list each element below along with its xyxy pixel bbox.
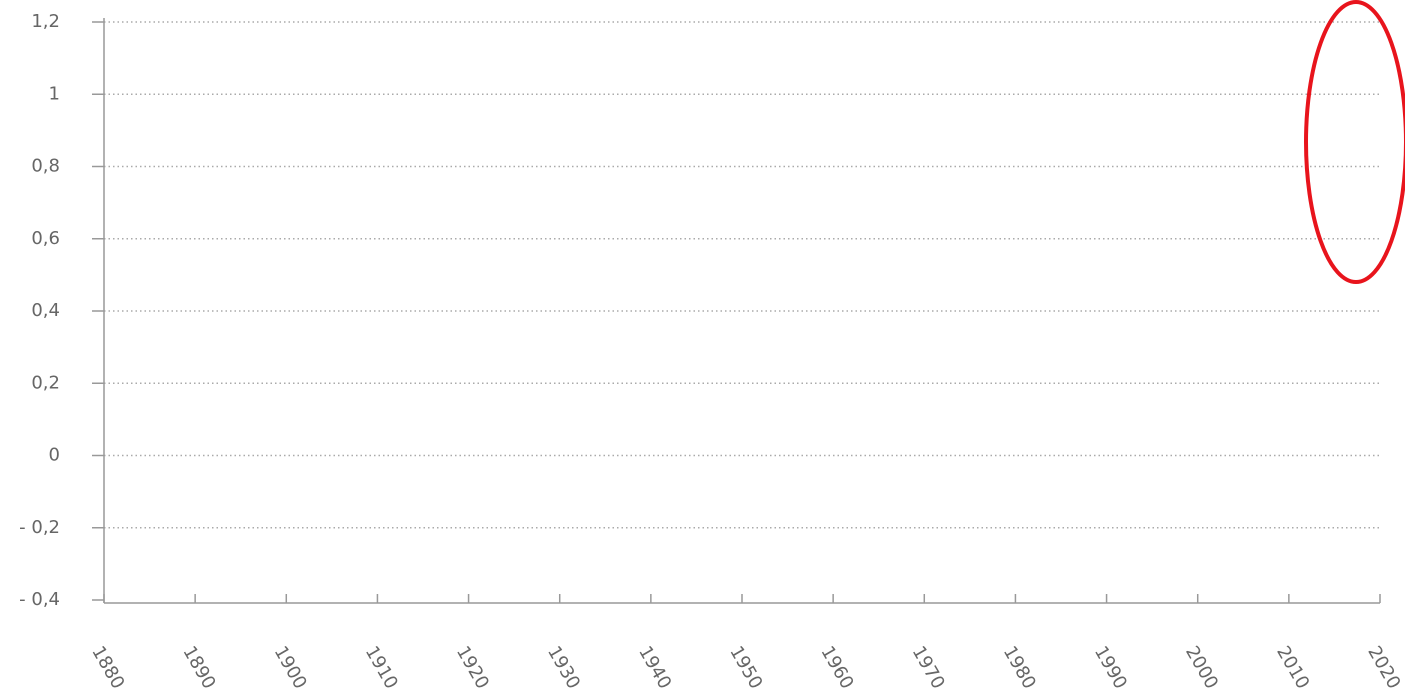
y-tick-label: 0 <box>49 445 60 466</box>
y-tick-label: 0,6 <box>31 228 60 249</box>
y-tick-label: - 0,4 <box>19 589 60 610</box>
y-tick-label: 0,4 <box>31 300 60 321</box>
x-tick-label: 1950 <box>725 643 766 693</box>
x-tick-label: 1990 <box>1090 643 1131 693</box>
x-tick-label: 1970 <box>908 643 949 693</box>
y-tick-label: 1,2 <box>31 11 60 32</box>
x-tick-label: 2010 <box>1272 643 1313 693</box>
y-tick-label: 0,8 <box>31 156 60 177</box>
x-tick-label: 2000 <box>1181 643 1222 693</box>
x-tick-label: 1900 <box>270 643 311 693</box>
y-tick-label: - 0,2 <box>19 517 60 538</box>
x-tick-label: 1980 <box>999 643 1040 693</box>
x-tick-label: 1920 <box>452 643 493 693</box>
x-tick-label: 1880 <box>87 643 128 693</box>
x-tick-label: 2020 <box>1363 643 1404 693</box>
highlight-ellipse <box>1304 0 1405 284</box>
y-tick-label: 0,2 <box>31 372 60 393</box>
x-tick-label: 1960 <box>816 643 857 693</box>
x-tick-label: 1890 <box>178 643 219 693</box>
x-tick-label: 1940 <box>634 643 675 693</box>
x-tick-label: 1930 <box>543 643 584 693</box>
y-tick-label: 1 <box>49 83 60 104</box>
x-tick-label: 1910 <box>361 643 402 693</box>
